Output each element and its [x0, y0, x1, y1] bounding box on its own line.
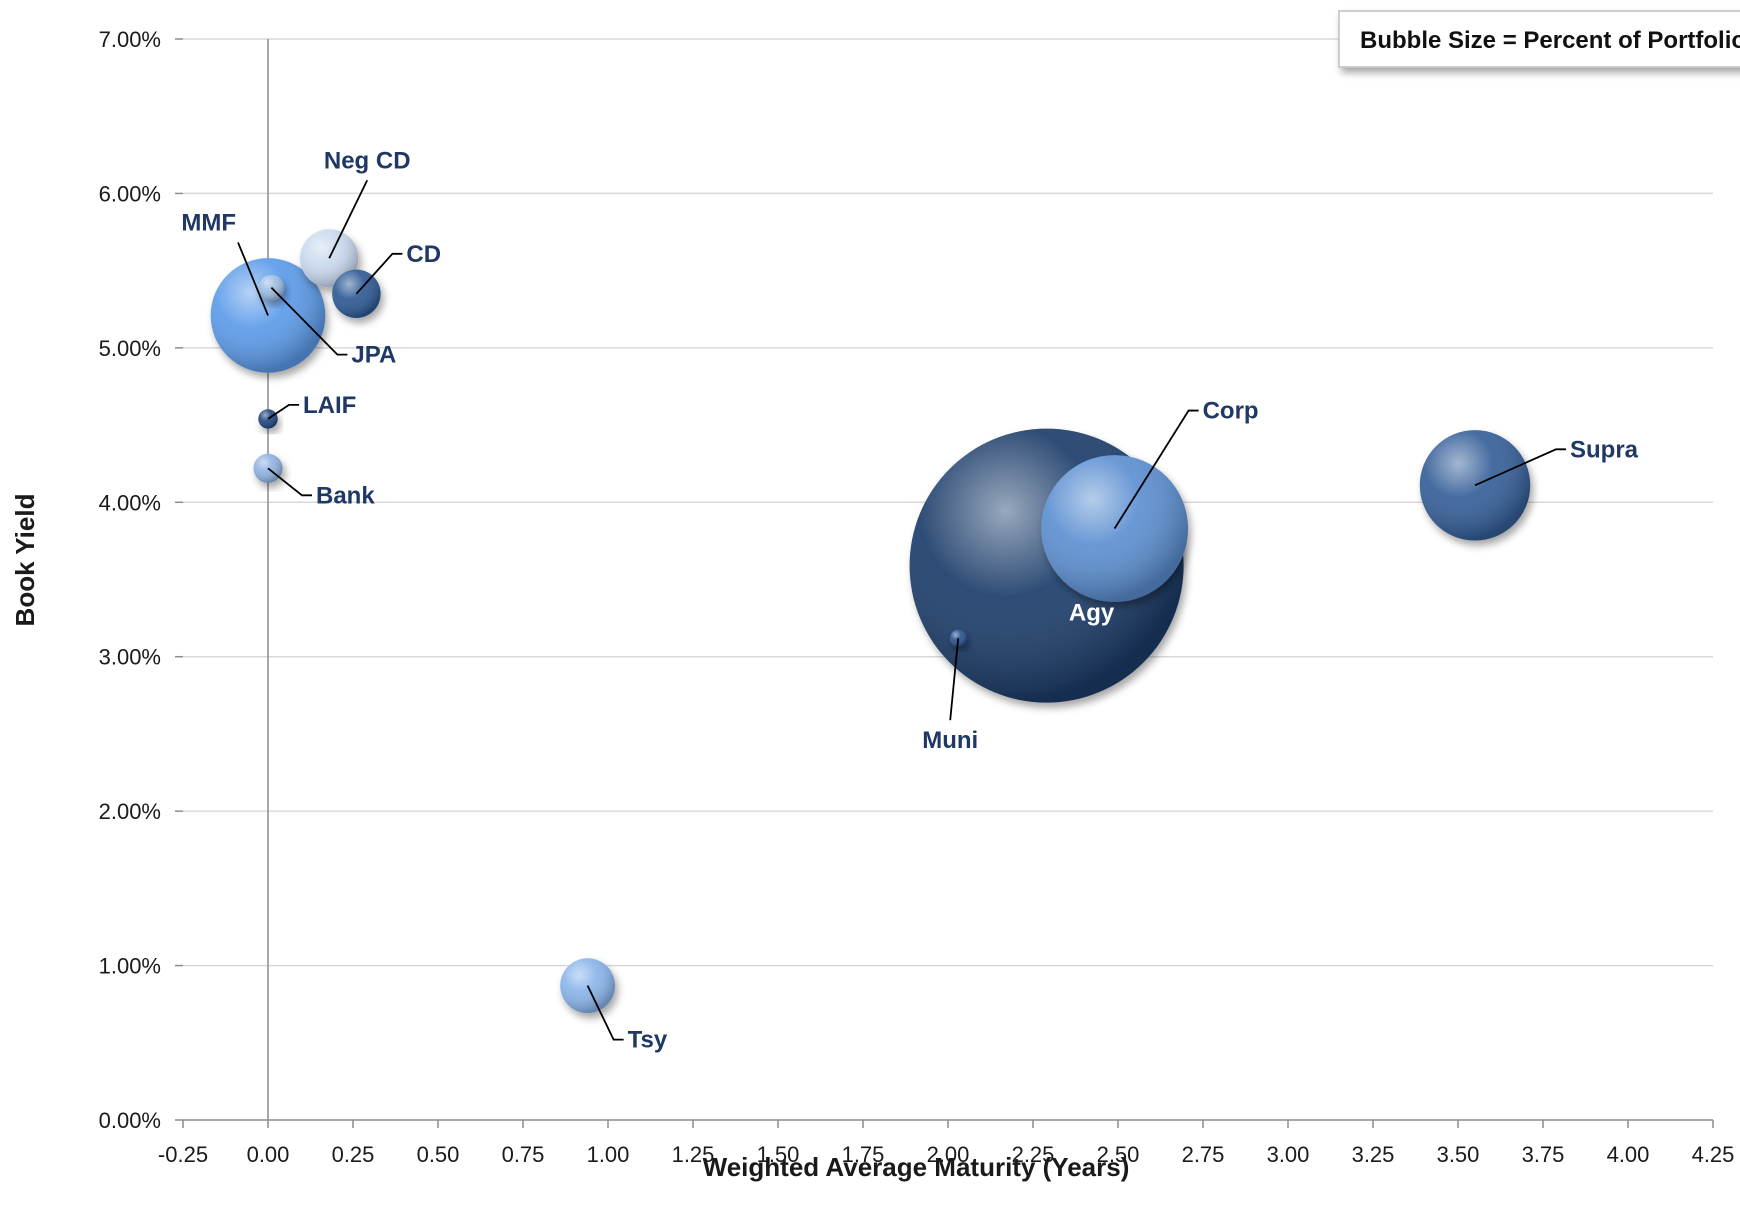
bubble-label-tsy: Tsy — [628, 1027, 668, 1054]
leader-line-laif — [267, 403, 299, 420]
axes: 0.00% 1.00% 2.00% 3.00% 4.00% 5.00% 6.00% 7.00%… — [99, 27, 1735, 1167]
y-tick-label: 2.00% — [99, 799, 161, 824]
x-tick-label: 2.00 — [927, 1142, 970, 1167]
x-tick-label: 3.00 — [1267, 1142, 1310, 1167]
leader-line-jpa — [270, 286, 348, 356]
y-tick-label: 3.00% — [99, 645, 161, 670]
x-tick-label: 0.25 — [332, 1142, 375, 1167]
leader-line-supra — [1474, 448, 1566, 487]
bubble-label-cd: CD — [406, 241, 441, 268]
leader-line-muni — [949, 638, 960, 721]
bubble-label-supra: Supra — [1570, 436, 1639, 463]
x-axis-title: Weighted Average Maturity (Years) — [703, 1152, 1130, 1182]
leader-line-neg-cd — [328, 179, 369, 259]
bubble-label-neg-cd: Neg CD — [324, 147, 411, 174]
bubble-label-agy: Agy — [1069, 600, 1115, 627]
x-tick-label: 1.25 — [672, 1142, 715, 1167]
x-tick-label: 1.75 — [842, 1142, 885, 1167]
bubble-label-mmf: MMF — [181, 209, 236, 236]
y-tick-label: 5.00% — [99, 336, 161, 361]
x-tick-label: 4.25 — [1692, 1142, 1735, 1167]
bubble-label-muni: Muni — [922, 727, 978, 754]
y-tick-label: 0.00% — [99, 1108, 161, 1133]
x-tick-label: -0.25 — [158, 1142, 208, 1167]
bubble-labels: Agy Corp Supra MMF Neg CD CD JPA LAIF Bank Muni Ts… — [181, 147, 1638, 1053]
x-tick-label: 2.50 — [1097, 1142, 1140, 1167]
bubble-tsy — [560, 958, 615, 1014]
leader-line-tsy — [586, 985, 624, 1041]
x-tick-label: 1.00 — [587, 1142, 630, 1167]
x-tick-label: 3.25 — [1352, 1142, 1395, 1167]
x-tick-label: 0.75 — [502, 1142, 545, 1167]
x-tick-label: 3.50 — [1437, 1142, 1480, 1167]
leader-line-bank — [267, 467, 312, 497]
legend-note: Bubble Size = Percent of Portfolio — [1360, 27, 1740, 54]
x-tick-label: 4.00 — [1607, 1142, 1650, 1167]
bubble-label-jpa: JPA — [351, 342, 396, 369]
y-tick-label: 7.00% — [99, 27, 161, 52]
bubble-label-bank: Bank — [316, 482, 375, 509]
y-tick-label: 1.00% — [99, 954, 161, 979]
x-tick-label: 2.75 — [1182, 1142, 1225, 1167]
x-tick-label: 3.75 — [1522, 1142, 1565, 1167]
bubbles — [210, 229, 1531, 1014]
bubble-corp — [1041, 455, 1189, 602]
y-tick-label: 4.00% — [99, 490, 161, 515]
y-axis-title: Book Yield — [10, 494, 40, 627]
y-tick-label: 6.00% — [99, 181, 161, 206]
x-tick-label: 0.00 — [247, 1142, 290, 1167]
x-tick-label: 1.50 — [757, 1142, 800, 1167]
leader-line-cd — [355, 252, 403, 295]
x-tick-label: 2.25 — [1012, 1142, 1055, 1167]
x-tick-label: 0.50 — [417, 1142, 460, 1167]
bubble-label-laif: LAIF — [303, 392, 356, 419]
leader-line-corp — [1113, 409, 1199, 530]
bubble-label-corp: Corp — [1203, 398, 1259, 425]
leader-line-mmf — [237, 242, 269, 316]
legend-note-box: Bubble Size = Percent of Portfolio — [1338, 10, 1740, 68]
